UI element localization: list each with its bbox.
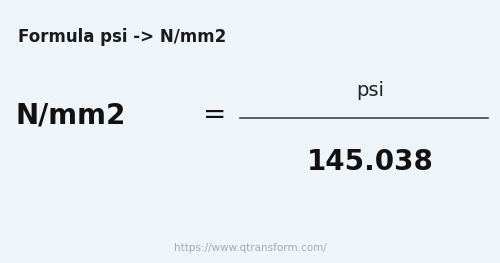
Text: =: = (204, 101, 227, 129)
Text: https://www.qtransform.com/: https://www.qtransform.com/ (174, 243, 326, 253)
Text: N/mm2: N/mm2 (15, 101, 126, 129)
Text: psi: psi (356, 81, 384, 100)
Text: Formula psi -> N/mm2: Formula psi -> N/mm2 (18, 28, 226, 46)
Text: 145.038: 145.038 (306, 148, 434, 176)
